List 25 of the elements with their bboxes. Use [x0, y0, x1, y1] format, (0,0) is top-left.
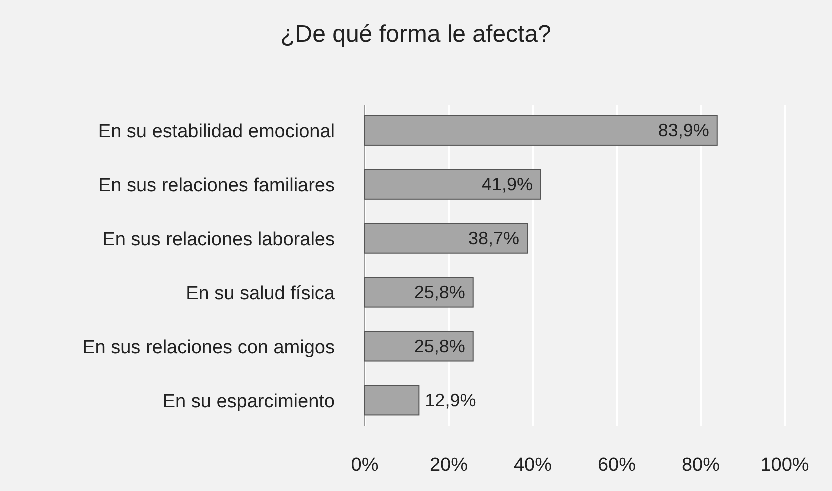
bar: [364, 385, 420, 416]
bar: [364, 223, 528, 254]
y-tick-label: En su estabilidad emocional: [98, 122, 335, 143]
y-tick-label: En sus relaciones con amigos: [82, 337, 335, 358]
x-tick-label: 80%: [682, 455, 720, 476]
y-tick-label: En sus relaciones laborales: [102, 230, 335, 251]
y-tick-label: En su esparcimiento: [162, 391, 335, 412]
y-tick-label: En su salud física: [186, 283, 336, 304]
data-label: 38,7%: [468, 228, 520, 249]
data-label: 25,8%: [414, 336, 466, 356]
chart-title: ¿De qué forma le afecta?: [280, 21, 552, 48]
x-tick-label: 60%: [598, 455, 636, 476]
x-tick-label: 40%: [514, 455, 552, 476]
data-label: 25,8%: [414, 282, 466, 302]
x-tick-label: 0%: [351, 455, 379, 476]
x-tick-label: 100%: [760, 455, 810, 476]
bar: [364, 169, 542, 200]
bar: [364, 115, 718, 146]
data-label: 41,9%: [482, 174, 533, 195]
data-label: 12,9%: [425, 390, 476, 410]
x-tick-label: 20%: [430, 455, 468, 476]
bar: [364, 331, 474, 362]
data-label: 83,9%: [658, 120, 710, 141]
bar: [364, 277, 474, 308]
y-tick-label: En sus relaciones familiares: [98, 176, 335, 197]
